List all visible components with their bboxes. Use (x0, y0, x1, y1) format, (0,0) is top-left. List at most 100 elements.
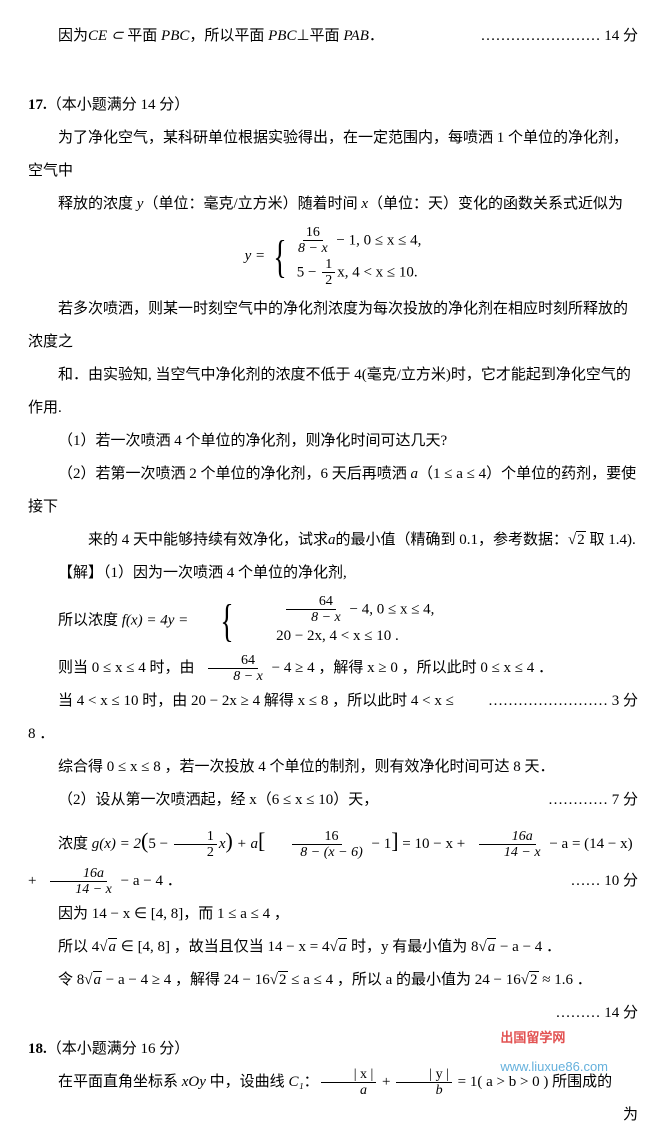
case-2: 5 − 12x, 4 < x ≤ 10. (293, 257, 421, 289)
den: 2 (322, 273, 335, 288)
text: 来的 4 天中能够持续有效净化，试求 (88, 532, 328, 548)
t: − a − 4 ． (117, 873, 182, 889)
question-number: 17. (28, 97, 47, 113)
score: 14 分 (604, 1005, 638, 1021)
score: 10 分 (604, 873, 638, 889)
sqrt-2: 2 (529, 971, 539, 988)
text: （1）因为一次喷洒 4 个单位的净化剂, (103, 565, 347, 581)
t: x (219, 836, 226, 852)
solution-label: 【解】 (58, 565, 103, 581)
score-note: 14 分 (450, 20, 638, 53)
q17-p2: 释放的浓度 y（单位：毫克/立方米）随着时间 x（单位：天）变化的函数关系式近似… (28, 188, 638, 221)
q17-sub2-line2: 来的 4 天中能够持续有效净化，试求a的最小值（精确到 0.1，参考数据：2 取… (28, 524, 638, 557)
text: 综合得 0 ≤ x ≤ 8 ，若一次投放 4 个单位的制剂，则有效净化时间可达 … (58, 759, 554, 775)
num: 16 (292, 829, 342, 845)
text: 释放的浓度 (58, 196, 137, 212)
sqrt-a: a (338, 938, 348, 955)
sqrt-a: a (93, 971, 103, 988)
text: 则当 0 ≤ x ≤ 4 时，由 (58, 660, 198, 676)
text: 所以浓度 (58, 612, 122, 628)
text: 时，y 有最小值为 8 (347, 939, 478, 955)
tail: − 1, 0 ≤ x ≤ 4, (333, 232, 422, 248)
q17-p4: 和．由实验知, 当空气中净化剂的浓度不低于 4(毫克/立方米)时，它才能起到净化… (28, 359, 638, 425)
den: 2 (174, 845, 217, 860)
q17-p1: 为了净化空气，某科研单位根据实验得出，在一定范围内，每喷洒 1 个单位的净化剂，… (28, 122, 638, 188)
t: + a (233, 836, 258, 852)
text: 中，设曲线 (206, 1074, 289, 1090)
q17-sub1: （1）若一次喷洒 4 个单位的净化剂，则净化时间可达几天? (28, 425, 638, 458)
num: 16 (303, 225, 323, 241)
num: 64 (286, 594, 336, 610)
piecewise-y: y = { 168 − x − 1, 0 ≤ x ≤ 4, 5 − 12x, 4… (28, 221, 638, 293)
prev-proof-line: 因为CE ⊂ 平面 PBC，所以平面 PBC⊥平面 PAB． 14 分 (28, 20, 638, 53)
question-points: （本小题满分 16 分） (47, 1041, 190, 1057)
gx: g(x) = 2 (92, 836, 141, 852)
text: − 4 ≥ 4 ，解得 x ≥ 0 ，所以此时 0 ≤ x ≤ 4 ． (268, 660, 553, 676)
text: ： (304, 1074, 319, 1090)
eq: = 1( a > b > 0 ) 所围成的 (454, 1074, 612, 1090)
case-1: 168 − x − 1, 0 ≤ x ≤ 4, (293, 225, 421, 257)
num: | x | (321, 1067, 377, 1083)
score-note: 10 分 (540, 865, 638, 898)
sol1-e: 综合得 0 ≤ x ≤ 8 ，若一次投放 4 个单位的制剂，则有效净化时间可达 … (28, 751, 638, 784)
text: ≈ 1.6 ． (539, 972, 592, 988)
den: 14 − x (471, 845, 544, 860)
den: 8 − x (278, 610, 344, 625)
text: 取 1.4). (586, 532, 636, 548)
score-note: 7 分 (518, 784, 638, 817)
score: 14 分 (604, 28, 638, 44)
tail: 为 (593, 1099, 638, 1132)
tail: x, 4 < x ≤ 10. (337, 264, 417, 280)
text: ，所以平面 (189, 28, 268, 44)
sol2-d: 所以 4a ∈ [4, 8] ，故当且仅当 14 − x = 4a 时，y 有最… (28, 931, 638, 964)
text: 所以 4 (58, 939, 99, 955)
den: b (403, 1083, 446, 1098)
math: CE ⊂ (88, 28, 127, 44)
sol2-b: 浓度 g(x) = 2(5 − 12x) + a[168 − (x − 6) −… (28, 817, 638, 898)
lead: 5 − (297, 264, 320, 280)
t: − 1 (368, 836, 391, 852)
text: ． (369, 28, 384, 44)
text: ⊥平面 (296, 28, 343, 44)
text: 平面 (127, 28, 161, 44)
text: 的最小值（精确到 0.1，参考数据： (336, 532, 569, 548)
text: 在平面直角坐标系 (58, 1074, 182, 1090)
q17-sub2-line1: （2）若第一次喷洒 2 个单位的净化剂，6 天后再喷洒 a（1 ≤ a ≤ 4）… (28, 458, 638, 524)
num: 16a (479, 829, 536, 845)
var-a: a (328, 532, 336, 548)
score-note: 3 分 (458, 685, 638, 718)
text: 令 8 (58, 972, 84, 988)
sol2-c: 因为 14 − x ∈ [4, 8]，而 1 ≤ a ≤ 4 ， (28, 898, 638, 931)
text: − a − 4 ． (496, 939, 561, 955)
text: （单位：天）变化的函数关系式近似为 (368, 196, 623, 212)
sol1-c: 则当 0 ≤ x ≤ 4 时，由 648 − x − 4 ≥ 4 ，解得 x ≥… (28, 652, 638, 685)
text: 因为 (58, 28, 88, 44)
q17-p3: 若多次喷洒，则某一时刻空气中的净化剂浓度为每次投放的净化剂在相应时刻所释放的浓度… (28, 293, 638, 359)
case-2: 20 − 2x, 4 < x ≤ 10 . (246, 625, 434, 648)
sqrt-2: 2 (278, 971, 288, 988)
var-a: a (411, 466, 419, 482)
text: （单位：毫克/立方米）随着时间 (143, 196, 361, 212)
q17-header: 17.（本小题满分 14 分） (28, 89, 638, 122)
plus: + (378, 1074, 394, 1090)
score-note: … 14 分 (525, 997, 638, 1030)
t: = 10 − x + (399, 836, 469, 852)
den: 14 − x (42, 882, 115, 897)
text: ∈ [4, 8] ，故当且仅当 14 − x = 4 (117, 939, 329, 955)
math: PBC (268, 28, 296, 44)
t: 5 − (148, 836, 171, 852)
num: 1 (322, 257, 335, 273)
xoy: xOy (182, 1074, 206, 1090)
text: ≤ a ≤ 4 ，所以 a 的最小值为 24 − 16 (288, 972, 521, 988)
c1: C₁ (288, 1074, 303, 1090)
sol2-e: 令 8 a − a − 4 ≥ 4 ，解得 24 − 16 2 ≤ a ≤ 4 ，所… (28, 964, 638, 997)
den: 8 − (x − 6) (267, 845, 365, 860)
num: 1 (174, 829, 217, 845)
tail: − 4, 0 ≤ x ≤ 4, (346, 601, 435, 617)
num: 16a (50, 866, 107, 882)
sqrt-a: a (108, 938, 118, 955)
lhs: y = (245, 248, 266, 264)
text: − a − 4 ≥ 4 ，解得 24 − 16 (102, 972, 270, 988)
den: 8 − x (295, 241, 331, 256)
question-number: 18. (28, 1041, 47, 1057)
